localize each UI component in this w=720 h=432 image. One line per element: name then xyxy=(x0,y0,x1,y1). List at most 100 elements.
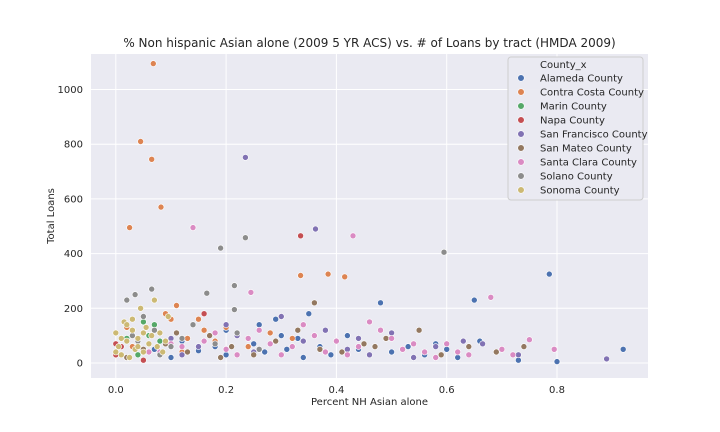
data-point xyxy=(603,355,610,363)
data-point xyxy=(203,289,211,297)
y-axis-label: Total Loans xyxy=(46,188,57,245)
data-point xyxy=(145,348,153,356)
data-point xyxy=(134,351,142,359)
legend-items: Alameda County Contra Costa County Marin C… xyxy=(517,74,648,197)
data-point xyxy=(184,348,191,356)
data-point xyxy=(294,326,302,334)
data-point xyxy=(619,345,627,353)
data-point xyxy=(112,329,120,337)
data-point xyxy=(553,358,561,365)
data-point xyxy=(440,248,448,256)
data-point xyxy=(459,337,467,345)
data-point xyxy=(173,302,180,309)
data-point xyxy=(492,348,500,356)
data-point xyxy=(272,315,280,323)
x-tick-label: 0.0 xyxy=(108,385,124,396)
data-point xyxy=(515,351,522,359)
data-point xyxy=(366,351,373,359)
legend-label: Solano County xyxy=(540,172,613,183)
series-0 xyxy=(134,270,627,365)
data-point xyxy=(437,351,445,359)
data-point xyxy=(344,351,351,359)
data-point xyxy=(131,291,139,298)
data-point xyxy=(151,296,158,304)
data-point xyxy=(316,345,324,353)
data-point xyxy=(443,345,451,353)
data-point xyxy=(173,329,180,337)
data-point xyxy=(156,337,164,345)
data-point xyxy=(371,343,379,350)
data-point xyxy=(487,293,495,301)
data-point xyxy=(388,329,395,337)
data-point xyxy=(432,354,440,361)
data-point xyxy=(388,335,395,342)
data-point xyxy=(222,345,230,353)
data-point xyxy=(250,351,257,359)
data-point xyxy=(312,225,319,233)
data-point xyxy=(545,270,553,278)
data-point xyxy=(410,340,417,348)
data-point xyxy=(244,343,252,350)
data-point xyxy=(228,343,235,350)
data-point xyxy=(333,337,340,345)
data-point xyxy=(311,299,318,307)
legend-marker xyxy=(517,102,525,110)
data-point xyxy=(404,343,412,350)
legend-label: Alameda County xyxy=(540,74,623,85)
data-point xyxy=(443,340,451,348)
data-point xyxy=(322,326,329,334)
data-point xyxy=(250,340,257,348)
legend-label: San Mateo County xyxy=(540,144,632,155)
data-point xyxy=(162,337,169,345)
data-point xyxy=(142,324,150,331)
data-point xyxy=(277,332,285,339)
data-point xyxy=(140,313,147,320)
data-point xyxy=(151,321,158,329)
legend-title: County_x xyxy=(540,60,587,71)
data-point xyxy=(344,345,351,353)
data-point xyxy=(366,318,373,326)
data-point xyxy=(515,356,522,364)
data-point xyxy=(299,354,307,361)
data-point xyxy=(211,340,219,348)
data-point xyxy=(283,345,291,353)
data-point xyxy=(150,60,157,67)
legend-label: Marin County xyxy=(540,102,607,113)
data-point xyxy=(118,351,125,359)
series-8 xyxy=(112,296,172,361)
data-point xyxy=(140,329,147,337)
data-point xyxy=(200,326,208,334)
data-point xyxy=(266,329,274,337)
data-point xyxy=(231,306,238,313)
x-tick-label: 0.6 xyxy=(439,385,455,396)
data-point xyxy=(322,348,329,356)
data-point xyxy=(297,232,304,240)
data-point xyxy=(498,345,506,353)
legend-box xyxy=(507,56,644,201)
data-point xyxy=(410,354,417,361)
data-point xyxy=(272,337,280,345)
data-point xyxy=(200,310,208,318)
data-point xyxy=(277,313,285,320)
data-point xyxy=(195,343,202,350)
x-tick-label: 0.8 xyxy=(549,385,565,396)
data-point xyxy=(432,343,440,350)
y-tick-label: 600 xyxy=(64,194,83,205)
data-point xyxy=(266,340,274,348)
data-point xyxy=(126,354,133,361)
data-point xyxy=(231,282,238,289)
y-tick-label: 400 xyxy=(64,249,83,260)
data-point xyxy=(211,329,219,337)
data-point xyxy=(526,336,533,344)
data-point xyxy=(233,351,241,359)
data-point xyxy=(129,326,136,334)
data-point xyxy=(148,285,155,293)
data-point xyxy=(123,296,131,304)
data-point xyxy=(178,343,186,350)
data-point xyxy=(222,321,230,329)
legend-marker xyxy=(517,186,525,194)
data-point xyxy=(137,304,144,312)
data-point xyxy=(349,232,357,240)
y-tick-labels: 0 200 400 600 800 1000 xyxy=(58,85,83,369)
